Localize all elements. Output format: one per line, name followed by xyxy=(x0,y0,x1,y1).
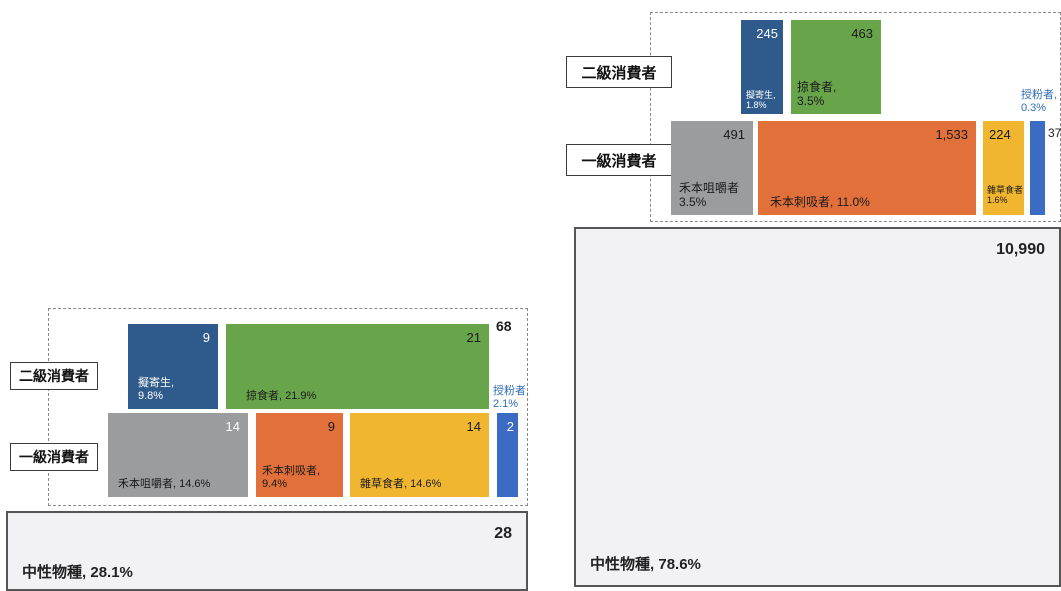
rect-predator: 463 掠食者, 3.5% xyxy=(791,20,881,114)
treemap-left: 68 二級消費者 一級消費者 9 擬寄生, 9.8% 21 掠食者, 21.9%… xyxy=(0,0,530,591)
value-label: 491 xyxy=(723,127,745,142)
rect-parasitoid: 9 擬寄生, 9.8% xyxy=(128,324,218,409)
treemap-right: 二級消費者 一級消費者 245 擬寄生, 1.8% 463 掠食者, 3.5% … xyxy=(560,0,1061,587)
value-label: 224 xyxy=(989,127,1011,142)
value-label: 14 xyxy=(225,419,240,434)
name-label: 雜草食者 1.6% xyxy=(987,185,1024,205)
tier-label-secondary: 二級消費者 xyxy=(566,56,672,88)
rect-weed-feeder: 224 雜草食者 1.6% xyxy=(983,121,1024,215)
name-label: 掠食者, 21.9% xyxy=(246,390,317,402)
value-label: 2 xyxy=(506,419,514,434)
rect-predator: 21 掠食者, 21.9% xyxy=(226,324,489,409)
name-label: 中性物種, 28.1% xyxy=(22,564,133,581)
name-label: 雜草食者, 14.6% xyxy=(360,478,442,490)
consumer-group-outline xyxy=(48,308,528,506)
rect-grass-chewer: 14 禾本咀嚼者, 14.6% xyxy=(108,413,248,497)
tier-label-secondary: 二級消費者 xyxy=(10,362,98,390)
value-label: 245 xyxy=(756,26,778,41)
rect-parasitoid: 245 擬寄生, 1.8% xyxy=(741,20,783,114)
name-label: 擬寄生, 1.8% xyxy=(746,90,776,110)
rect-neutral-species: 10,990 中性物種, 78.6% xyxy=(574,227,1061,587)
rect-neutral-species: 28 中性物種, 28.1% xyxy=(6,511,528,591)
name-label: 禾本咀嚼者, 14.6% xyxy=(118,478,211,490)
tier-label-primary: 一級消費者 xyxy=(10,443,98,471)
rect-grass-chewer: 491 禾本咀嚼者 3.5% xyxy=(671,121,753,215)
name-label: 中性物種, 78.6% xyxy=(590,556,701,573)
rect-grass-sucker: 1,533 禾本刺吸者, 11.0% xyxy=(758,121,976,215)
name-label: 禾本刺吸者, 9.4% xyxy=(262,465,321,490)
value-label: 10,990 xyxy=(996,241,1045,258)
tier-label-primary: 一級消費者 xyxy=(566,144,672,176)
name-label: 掠食者, 3.5% xyxy=(797,80,837,108)
value-label: 463 xyxy=(851,26,873,41)
value-label: 9 xyxy=(327,419,335,434)
rect-grass-sucker: 9 禾本刺吸者, 9.4% xyxy=(256,413,343,497)
value-label: 28 xyxy=(494,525,512,542)
value-label: 14 xyxy=(466,419,481,434)
pollinator-value: 37 xyxy=(1048,126,1061,140)
value-label: 1,533 xyxy=(935,127,968,142)
pollinator-label: 授粉者, 2.1% xyxy=(493,385,530,410)
name-label: 禾本咀嚼者 3.5% xyxy=(679,181,740,209)
value-label: 9 xyxy=(202,330,210,345)
rect-weed-feeder: 14 雜草食者, 14.6% xyxy=(350,413,489,497)
rect-pollinator xyxy=(1030,121,1045,215)
pollinator-label: 授粉者, 0.3% xyxy=(1021,89,1058,114)
secondary-total-label: 68 xyxy=(496,318,512,334)
rect-pollinator: 2 xyxy=(497,413,518,497)
name-label: 擬寄生, 9.8% xyxy=(138,377,175,402)
value-label: 21 xyxy=(466,330,481,345)
name-label: 禾本刺吸者, 11.0% xyxy=(770,195,870,209)
